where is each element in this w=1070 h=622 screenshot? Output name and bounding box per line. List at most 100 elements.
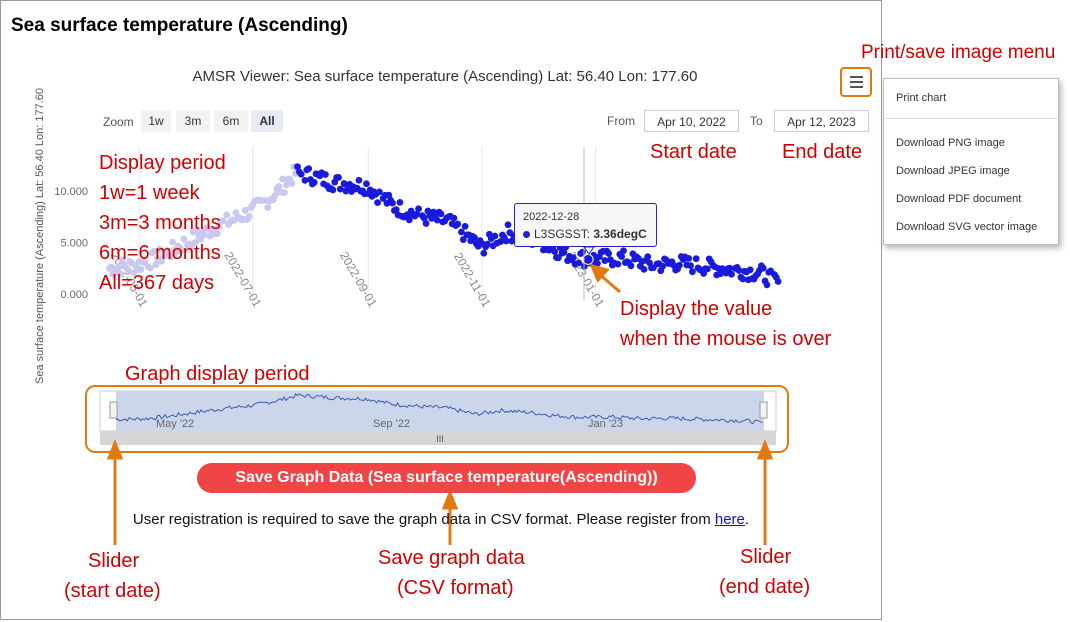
data-point[interactable] <box>480 249 488 257</box>
slider-end-handle[interactable] <box>759 401 768 419</box>
data-point[interactable] <box>685 254 693 262</box>
menu-print-chart[interactable]: Print chart <box>896 92 947 104</box>
y-tick-label: 0.000 <box>60 289 88 301</box>
data-point[interactable] <box>450 214 458 222</box>
data-point[interactable] <box>437 210 445 218</box>
data-point[interactable] <box>301 177 309 184</box>
from-date-input[interactable]: Apr 10, 2022 <box>644 110 739 132</box>
data-point[interactable] <box>579 248 586 256</box>
navigator-scrollbar[interactable] <box>100 431 776 445</box>
data-point[interactable] <box>392 206 400 214</box>
export-menu-button[interactable] <box>840 67 872 97</box>
data-point[interactable] <box>413 210 421 218</box>
data-point[interactable] <box>335 174 342 181</box>
data-point[interactable] <box>601 257 609 264</box>
data-point[interactable] <box>461 222 469 230</box>
data-point[interactable] <box>614 260 622 268</box>
graph-period-highlight <box>85 385 789 453</box>
data-point[interactable] <box>363 180 370 188</box>
hovered-point[interactable] <box>582 253 594 265</box>
data-point[interactable] <box>726 264 734 272</box>
data-point[interactable] <box>569 254 577 262</box>
data-point[interactable] <box>759 264 767 272</box>
zoom-all-button[interactable]: All <box>251 110 283 132</box>
data-point[interactable] <box>458 228 465 236</box>
data-point[interactable] <box>560 248 568 256</box>
arrow-head <box>106 438 124 460</box>
data-point[interactable] <box>640 266 648 273</box>
data-point[interactable] <box>471 234 478 241</box>
faded-point <box>264 204 272 211</box>
data-point[interactable] <box>294 163 301 171</box>
data-point[interactable] <box>618 253 626 260</box>
data-point[interactable] <box>774 278 782 285</box>
data-point[interactable] <box>763 281 771 289</box>
menu-download-pdf[interactable]: Download PDF document <box>896 193 1022 205</box>
data-point[interactable] <box>454 220 462 228</box>
export-menu: Print chart Download PNG image Download … <box>883 78 1059 245</box>
y-tick-label: 5.000 <box>60 238 88 250</box>
faded-point <box>271 191 279 199</box>
faded-point <box>163 247 171 254</box>
data-point[interactable] <box>405 216 413 224</box>
page-title: Sea surface temperature (Ascending) <box>11 15 348 36</box>
data-point[interactable] <box>746 266 754 274</box>
data-point[interactable] <box>644 253 652 261</box>
anno-print-menu: Print/save image menu <box>861 42 1056 63</box>
data-point[interactable] <box>484 240 491 248</box>
data-point[interactable] <box>689 268 696 276</box>
zoom-6m-button[interactable]: 6m <box>214 110 248 132</box>
data-point[interactable] <box>575 259 583 267</box>
to-date-input[interactable]: Apr 12, 2023 <box>774 110 869 132</box>
menu-download-svg[interactable]: Download SVG vector image <box>896 221 1038 233</box>
faded-point <box>152 261 160 269</box>
zoom-1w-button[interactable]: 1w <box>141 110 171 132</box>
data-point[interactable] <box>329 186 337 194</box>
data-point[interactable] <box>605 250 613 257</box>
data-point[interactable] <box>739 275 747 283</box>
data-point[interactable] <box>728 270 735 278</box>
data-point[interactable] <box>594 260 601 267</box>
faded-point <box>137 266 145 273</box>
slider-start-handle[interactable] <box>109 401 118 419</box>
anno-slider-start-1: (start date) <box>64 580 161 602</box>
data-point[interactable] <box>491 232 499 240</box>
data-point[interactable] <box>374 199 381 207</box>
scrollbar-grip-icon: III <box>436 434 444 444</box>
data-point[interactable] <box>433 216 441 224</box>
data-point[interactable] <box>336 185 344 193</box>
faded-point <box>245 213 253 220</box>
data-point[interactable] <box>502 237 510 245</box>
data-point[interactable] <box>389 199 396 207</box>
data-point[interactable] <box>415 205 422 213</box>
data-point[interactable] <box>355 176 363 184</box>
data-point[interactable] <box>692 255 700 263</box>
data-point[interactable] <box>735 267 743 274</box>
data-point[interactable] <box>310 179 318 186</box>
faded-point <box>146 264 154 272</box>
data-point[interactable] <box>620 247 627 255</box>
data-point[interactable] <box>297 170 305 178</box>
data-point[interactable] <box>305 165 313 173</box>
data-point[interactable] <box>675 261 683 269</box>
data-point[interactable] <box>551 248 558 255</box>
faded-point <box>288 180 296 187</box>
save-graph-data-button[interactable]: Save Graph Data (Sea surface temperature… <box>197 463 696 493</box>
data-point[interactable] <box>396 198 404 206</box>
zoom-3m-button[interactable]: 3m <box>176 110 210 132</box>
data-point[interactable] <box>504 221 512 229</box>
data-point[interactable] <box>627 262 635 270</box>
data-point[interactable] <box>554 254 562 262</box>
data-point[interactable] <box>376 188 383 196</box>
data-point[interactable] <box>687 262 694 269</box>
data-point[interactable] <box>659 262 667 270</box>
menu-download-jpeg[interactable]: Download JPEG image <box>896 165 1010 177</box>
note-end: . <box>744 511 750 528</box>
register-link[interactable]: here <box>714 511 745 528</box>
menu-download-png[interactable]: Download PNG image <box>896 137 1005 149</box>
data-point[interactable] <box>420 214 428 222</box>
data-point[interactable] <box>703 265 711 273</box>
data-point[interactable] <box>322 171 329 178</box>
data-point[interactable] <box>422 220 430 227</box>
data-point[interactable] <box>459 236 467 243</box>
